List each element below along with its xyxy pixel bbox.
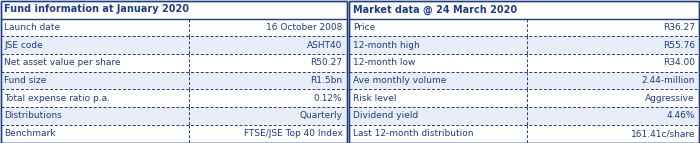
Text: FTSE/JSE Top 40 Index: FTSE/JSE Top 40 Index [244,129,342,138]
Text: Dividend yield: Dividend yield [353,111,419,120]
Text: JSE code: JSE code [4,41,43,50]
Text: Fund size: Fund size [4,76,47,85]
Bar [349,0,699,143]
Text: Market data @ 24 March 2020: Market data @ 24 March 2020 [353,4,517,15]
Bar [349,0,699,143]
Bar [1,0,346,143]
Text: Aggressive: Aggressive [645,94,695,103]
Text: Risk level: Risk level [353,94,396,103]
Bar [1,0,346,143]
Text: R36.27: R36.27 [663,23,695,32]
Text: R50.27: R50.27 [311,58,342,67]
Bar [1,36,346,54]
Bar [349,107,699,125]
Text: Net asset value per share: Net asset value per share [4,58,121,67]
Text: 2.44-million: 2.44-million [641,76,695,85]
Text: Fund information at January 2020: Fund information at January 2020 [4,4,190,14]
Text: Launch date: Launch date [4,23,61,32]
Text: R34.00: R34.00 [663,58,695,67]
Text: 161.41c/share: 161.41c/share [631,129,695,138]
Text: Price: Price [353,23,375,32]
Text: Distributions: Distributions [4,111,62,120]
Text: 0.12%: 0.12% [314,94,342,103]
Bar [1,72,346,89]
Text: 12-month high: 12-month high [353,41,420,50]
Bar [349,72,699,89]
Text: 16 October 2008: 16 October 2008 [266,23,342,32]
Text: R1.5bn: R1.5bn [310,76,342,85]
Text: Quarterly: Quarterly [300,111,342,120]
Text: Ave monthly volume: Ave monthly volume [353,76,447,85]
Text: Total expense ratio p.a.: Total expense ratio p.a. [4,94,111,103]
Text: Benchmark: Benchmark [4,129,56,138]
Text: R55.76: R55.76 [663,41,695,50]
Text: ASHT40: ASHT40 [307,41,342,50]
Bar [349,36,699,54]
Text: 4.46%: 4.46% [666,111,695,120]
Text: Last 12-month distribution: Last 12-month distribution [353,129,473,138]
Bar [1,107,346,125]
Text: 12-month low: 12-month low [353,58,415,67]
